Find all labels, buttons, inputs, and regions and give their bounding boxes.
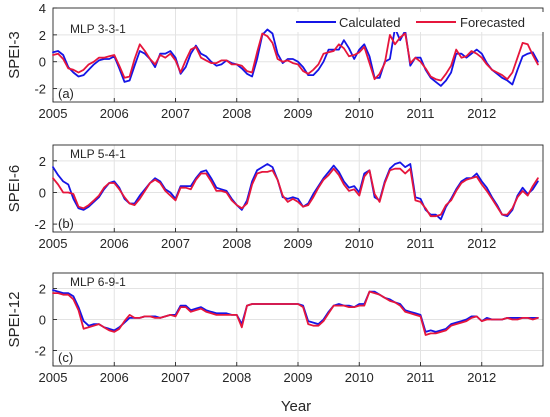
x-tick-label-b-6: 2011 <box>407 236 435 251</box>
series-line-forecasted-a <box>52 32 539 82</box>
x-axis-label: Year <box>281 398 311 415</box>
x-tick-label-b-0: 2005 <box>39 236 68 251</box>
y-tick-label-a-2: 2 <box>39 28 46 43</box>
panel-a: 2005 2006 2007 2008 2009 2010 2011 2012 -2 0 2 4 SPE… <box>6 1 544 121</box>
x-tick-label-c-5: 2010 <box>345 370 374 385</box>
x-tick-label-a-5: 2010 <box>345 106 374 121</box>
x-tick-label-b-2: 2007 <box>161 236 190 251</box>
x-tick-label-b-3: 2008 <box>222 236 251 251</box>
model-label-c: MLP 6-9-1 <box>70 275 126 289</box>
x-tick-label-a-0: 2005 <box>39 106 68 121</box>
x-tick-label-c-7: 2012 <box>467 370 496 385</box>
y-tick-label-a-1: 0 <box>39 55 46 70</box>
x-tick-label-b-5: 2010 <box>345 236 374 251</box>
model-label-b: MLP 5-4-1 <box>70 147 126 161</box>
series-line-forecasted-b <box>52 167 539 218</box>
x-tick-label-c-4: 2009 <box>284 370 313 385</box>
x-tick-label-b-4: 2009 <box>284 236 313 251</box>
y-tick-label-a-3: 4 <box>39 1 46 16</box>
legend: Calculated Forecasted <box>290 12 544 32</box>
y-tick-label-b-2: 2 <box>39 154 46 169</box>
y-tick-label-b-1: 0 <box>39 185 46 200</box>
legend-label-calculated: Calculated <box>339 15 400 30</box>
series-line-calculated-a <box>52 27 539 87</box>
y-axis-label-a: SPEI-3 <box>6 31 23 79</box>
y-tick-label-c-1: 0 <box>39 313 46 328</box>
series-line-forecasted-c <box>52 290 539 336</box>
x-tick-label-c-6: 2011 <box>407 370 435 385</box>
x-tick-label-c-0: 2005 <box>39 370 68 385</box>
y-axis-label-c: SPEI-12 <box>6 292 23 348</box>
panel-c: 2005 2006 2007 2008 2009 2010 2011 2012 -2 0 2 SPEI… <box>6 272 544 385</box>
y-tick-label-c-2: 2 <box>39 282 46 297</box>
model-label-a: MLP 3-3-1 <box>70 22 126 36</box>
panel-b: 2005 2006 2007 2008 2009 2010 2011 2012 -2 0 2 SPEI… <box>6 144 544 251</box>
series-line-calculated-b <box>52 161 539 221</box>
y-axis-label-b: SPEI-6 <box>6 165 23 213</box>
y-tick-label-b-0: -2 <box>34 217 46 232</box>
x-tick-label-a-7: 2012 <box>467 106 496 121</box>
panel-label-c: (c) <box>58 350 73 365</box>
x-tick-label-b-1: 2006 <box>100 236 129 251</box>
x-tick-label-a-4: 2009 <box>284 106 313 121</box>
panel-label-a: (a) <box>58 86 74 101</box>
x-tick-label-c-1: 2006 <box>100 370 129 385</box>
x-tick-label-a-1: 2006 <box>100 106 129 121</box>
x-tick-label-a-2: 2007 <box>161 106 190 121</box>
y-tick-label-c-0: -2 <box>34 344 46 359</box>
legend-label-forecasted: Forecasted <box>460 15 525 30</box>
x-tick-label-a-3: 2008 <box>222 106 251 121</box>
x-tick-label-c-2: 2007 <box>161 370 190 385</box>
x-tick-label-c-3: 2008 <box>222 370 251 385</box>
y-tick-label-a-0: -2 <box>34 82 46 97</box>
x-tick-label-a-6: 2011 <box>407 106 435 121</box>
series-line-calculated-c <box>52 289 539 333</box>
x-tick-label-b-7: 2012 <box>467 236 496 251</box>
panel-label-b: (b) <box>58 216 74 231</box>
